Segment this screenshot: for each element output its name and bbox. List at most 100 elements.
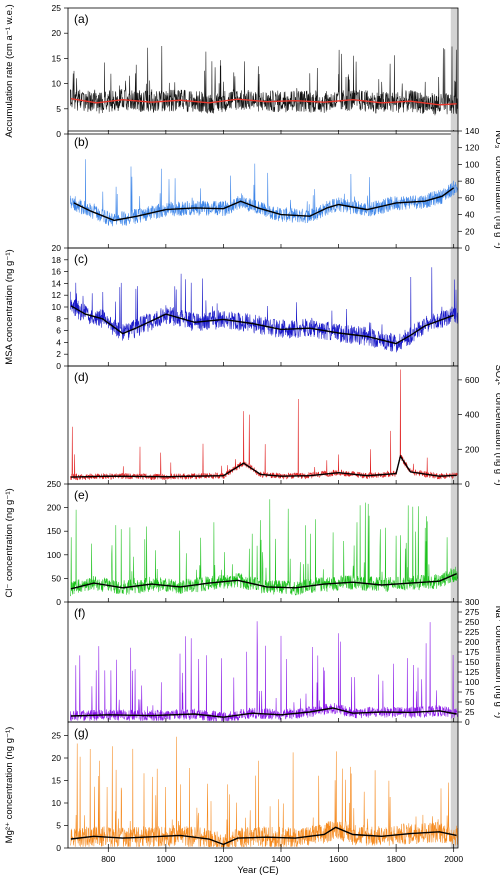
panel-a: 0 5 10 15 20 25 Accumulation rate (cm a⁻¹ w.e.… [4,3,459,139]
shaded-interval [450,602,458,722]
panel-letter: (f) [74,606,85,620]
smoothed-series-line [70,305,454,345]
y-tick-label: 200 [47,503,61,513]
y-tick-label: 0 [465,243,470,253]
panel-e: 0 50 100 150 200 250 Cl⁻ concentration (ng g⁻¹… [4,479,459,607]
raw-series-line [70,621,458,722]
panel-letter: (b) [74,135,89,149]
smoothed-series-line [70,98,457,106]
raw-series-line [70,45,458,116]
y-tick-label: 400 [465,410,479,420]
panel-letter: (a) [74,12,89,26]
smoothed-series-line [70,826,457,846]
raw-series-line [70,267,458,353]
y-tick-label: 0 [56,597,61,607]
y-tick-label: 5 [56,821,61,831]
y-tick-label: 20 [465,226,475,236]
x-tick-label: 1400 [272,854,291,864]
panel-frame [67,130,459,249]
panel-frame [67,247,459,367]
y-tick-label: 150 [465,657,479,667]
y-tick-label: 225 [465,627,479,637]
y-axis-label: SO₄²⁻ concentration (ng g⁻¹) [493,364,500,485]
y-tick-label: 250 [465,617,479,627]
y-axis-label: Na⁺ concentration (ng g⁻¹) [493,606,500,718]
y-tick-label: 0 [56,361,61,371]
y-tick-label: 25 [52,3,62,13]
shaded-interval [450,366,458,484]
panel-letter: (d) [74,370,89,384]
y-tick-label: 80 [465,176,475,186]
y-tick-label: 25 [52,731,62,741]
y-tick-label: 75 [465,687,475,697]
y-tick-label: 4 [56,337,61,347]
x-tick-label: 1200 [214,854,233,864]
x-tick-label: 2000 [444,854,463,864]
panel-frame [67,7,459,135]
x-axis-label: Year (CE) [237,865,278,876]
x-tick-label: 800 [101,854,115,864]
y-tick-label: 6 [56,326,61,336]
y-tick-label: 300 [465,597,479,607]
y-axis-label: MSA concentration (ng g⁻¹) [4,249,15,364]
shaded-interval [450,8,458,134]
panel-b: 0 20 40 60 80 100 120 140 NO₃⁻ concentration (ng… [67,126,500,253]
x-tick-label: 1000 [156,854,175,864]
panel-frame [67,601,459,723]
y-tick-label: 8 [56,314,61,324]
y-tick-label: 175 [465,647,479,657]
y-tick-label: 20 [52,28,62,38]
raw-series-line [70,499,458,597]
panel-frame [67,721,459,849]
y-tick-label: 0 [465,717,470,727]
x-tick-label: 1800 [387,854,406,864]
y-tick-label: 5 [56,104,61,114]
y-tick-label: 10 [52,798,62,808]
y-tick-label: 100 [465,159,479,169]
y-tick-label: 140 [465,126,479,136]
y-tick-label: 100 [465,677,479,687]
y-tick-label: 0 [56,129,61,139]
shaded-interval [450,722,458,848]
raw-series-line [70,159,458,227]
y-tick-label: 40 [465,210,475,220]
panel-letter: (e) [74,488,89,502]
y-tick-label: 15 [52,53,62,63]
y-tick-label: 16 [52,267,62,277]
smoothed-series-line [70,454,457,478]
y-tick-label: 100 [47,550,61,560]
y-tick-label: 125 [465,667,479,677]
y-tick-label: 200 [465,444,479,454]
smoothed-series-line [70,707,457,718]
raw-series-line [70,736,458,847]
y-tick-label: 200 [465,637,479,647]
y-tick-label: 275 [465,607,479,617]
y-tick-label: 10 [52,302,62,312]
y-tick-label: 60 [465,193,475,203]
y-tick-label: 10 [52,79,62,89]
panel-letter: (c) [74,252,88,266]
y-tick-label: 15 [52,776,62,786]
panel-frame [67,365,459,485]
y-axis-label: NO₃⁻ concentration (ng g⁻¹) [493,130,500,248]
panel-g: 0 5 10 15 20 25 Mg²⁺ concentration (ng g⁻¹) (g) [4,721,459,853]
shaded-interval [450,484,458,602]
y-tick-label: 0 [56,843,61,853]
panel-letter: (g) [74,726,89,740]
y-tick-label: 14 [52,278,62,288]
x-tick-label: 1600 [329,854,348,864]
y-tick-label: 20 [52,243,62,253]
y-tick-label: 18 [52,255,62,265]
y-tick-label: 20 [52,753,62,763]
y-axis-label: Mg²⁺ concentration (ng g⁻¹) [4,727,15,844]
panel-d: 0 200 400 600 SO₄²⁻ concentration (ng g⁻¹) (d… [67,364,500,489]
y-tick-label: 50 [465,697,475,707]
y-tick-label: 600 [465,375,479,385]
y-tick-label: 25 [465,707,475,717]
y-tick-label: 50 [52,573,62,583]
smoothed-series-line [70,573,457,590]
y-tick-label: 0 [465,479,470,489]
